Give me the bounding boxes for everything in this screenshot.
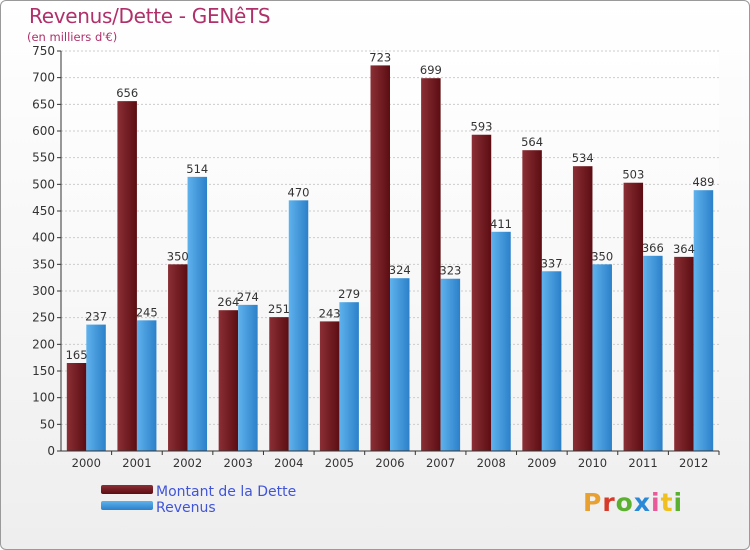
bar-revenue (592, 264, 612, 451)
data-label-debt: 723 (369, 50, 391, 64)
data-label-revenue: 237 (85, 310, 107, 324)
bar-revenue (390, 278, 410, 451)
legend-label-debt: Montant de la Dette (156, 484, 297, 500)
y-tick-label: 600 (32, 124, 55, 138)
bar-debt (269, 317, 289, 451)
logo-letter: i (651, 488, 661, 517)
bar-debt (218, 310, 239, 451)
data-label-revenue: 366 (642, 241, 664, 255)
data-label-debt: 364 (673, 242, 695, 256)
data-label-debt: 564 (521, 135, 543, 149)
x-tick-label: 2001 (122, 456, 151, 470)
y-tick-label: 300 (32, 284, 55, 298)
data-label-debt: 243 (319, 306, 341, 320)
x-tick-label: 2007 (426, 456, 455, 470)
x-tick-label: 2008 (477, 456, 506, 470)
x-tick-label: 2004 (274, 456, 303, 470)
x-tick-label: 2006 (375, 456, 404, 470)
x-tick-label: 2000 (72, 456, 101, 470)
logo-letter: r (602, 488, 616, 517)
data-label-revenue: 470 (288, 185, 310, 199)
logo-letter: P (583, 488, 603, 517)
x-tick-label: 2005 (325, 456, 354, 470)
proxiti-logo: Proxiti (583, 488, 683, 517)
x-tick-label: 2010 (578, 456, 607, 470)
bar-revenue (643, 255, 663, 451)
legend-label-revenue: Revenus (156, 500, 216, 516)
bar-revenue (86, 324, 106, 451)
bar-debt (471, 134, 492, 451)
bar-revenue (238, 304, 258, 451)
logo-letter: i (673, 488, 684, 517)
bar-revenue (693, 190, 714, 451)
y-tick-label: 200 (32, 337, 55, 351)
data-label-revenue: 514 (186, 162, 208, 176)
x-tick-label: 2009 (527, 456, 556, 470)
data-label-revenue: 411 (490, 217, 512, 231)
x-tick-label: 2012 (679, 456, 708, 470)
data-label-debt: 350 (167, 249, 189, 263)
data-label-debt: 699 (420, 63, 442, 77)
data-label-debt: 534 (572, 151, 594, 165)
logo-letter: x (633, 488, 651, 517)
y-tick-label: 500 (32, 177, 55, 191)
bar-debt (168, 264, 188, 451)
x-tick-label: 2002 (173, 456, 202, 470)
bar-revenue (136, 320, 157, 451)
y-tick-label: 400 (32, 231, 55, 245)
bar-debt (623, 182, 644, 451)
bar-debt (572, 166, 593, 451)
y-tick-label: 700 (32, 71, 55, 85)
bar-debt (421, 78, 441, 451)
bar-debt (117, 101, 137, 451)
data-label-revenue: 337 (541, 256, 563, 270)
bar-revenue (440, 278, 461, 451)
y-tick-label: 250 (32, 311, 55, 325)
bar-debt (319, 321, 340, 451)
bar-debt (522, 150, 542, 451)
bar-revenue (339, 302, 359, 451)
y-tick-label: 0 (47, 444, 55, 458)
bar-debt (370, 65, 390, 452)
legend-swatch-debt (101, 485, 153, 494)
data-label-debt: 593 (471, 120, 493, 134)
data-label-revenue: 245 (136, 305, 158, 319)
y-tick-label: 350 (32, 257, 55, 271)
y-tick-label: 100 (32, 391, 55, 405)
data-label-revenue: 274 (237, 290, 259, 304)
logo-letter: o (615, 488, 634, 517)
data-label-revenue: 323 (439, 264, 461, 278)
y-tick-label: 650 (32, 97, 55, 111)
logo-letter: t (660, 488, 674, 517)
data-label-revenue: 350 (591, 249, 613, 263)
y-tick-label: 450 (32, 204, 55, 218)
y-tick-label: 150 (32, 364, 55, 378)
data-label-revenue: 324 (389, 263, 411, 277)
legend-swatch-revenue (101, 501, 153, 510)
data-label-debt: 264 (217, 295, 239, 309)
bar-debt (66, 363, 87, 451)
x-tick-label: 2011 (628, 456, 657, 470)
x-tick-label: 2003 (224, 456, 253, 470)
data-label-debt: 165 (66, 348, 88, 362)
data-label-revenue: 279 (338, 287, 360, 301)
y-tick-label: 50 (40, 417, 55, 431)
bar-revenue (541, 271, 562, 451)
y-tick-label: 750 (32, 44, 55, 58)
chart-subtitle: (en milliers d'€) (27, 30, 118, 44)
data-label-debt: 251 (268, 302, 290, 316)
bar-debt (674, 256, 694, 451)
data-label-debt: 656 (116, 86, 138, 100)
data-label-debt: 503 (622, 168, 644, 182)
data-label-revenue: 489 (692, 175, 714, 189)
bar-revenue (491, 231, 511, 451)
bar-revenue (187, 176, 208, 451)
chart-title: Revenus/Dette - GENêTS (29, 4, 271, 28)
y-tick-label: 550 (32, 151, 55, 165)
bar-revenue (288, 200, 309, 451)
